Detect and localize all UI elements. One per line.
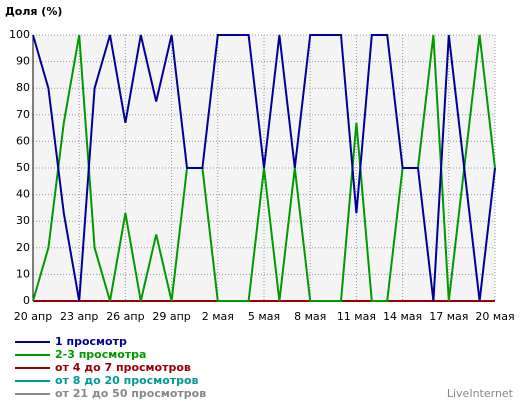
- y-tick-label: 100: [9, 28, 30, 41]
- x-tick-label: 20 мая: [475, 310, 514, 323]
- y-tick-label: 30: [16, 214, 30, 227]
- legend-label: 1 просмотр: [55, 335, 127, 348]
- legend-label: от 4 до 7 просмотров: [55, 361, 191, 374]
- x-tick-label: 5 мая: [248, 310, 280, 323]
- y-tick-label: 50: [16, 161, 30, 174]
- y-tick-label: 60: [16, 134, 30, 147]
- x-tick-label: 8 мая: [294, 310, 326, 323]
- y-tick-label: 20: [16, 241, 30, 254]
- x-tick-label: 17 мая: [429, 310, 468, 323]
- x-tick-label: 23 апр: [60, 310, 98, 323]
- x-tick-label: 14 мая: [383, 310, 422, 323]
- y-tick-label: 70: [16, 108, 30, 121]
- x-tick-label: 2 мая: [202, 310, 234, 323]
- x-tick-label: 29 апр: [152, 310, 190, 323]
- y-tick-label: 90: [16, 55, 30, 68]
- y-tick-label: 0: [23, 294, 30, 307]
- legend-label: 2-3 просмотра: [55, 348, 146, 361]
- x-tick-label: 11 мая: [337, 310, 376, 323]
- x-tick-label: 20 апр: [14, 310, 52, 323]
- legend-label: от 8 до 20 просмотров: [55, 374, 199, 387]
- legend-label: от 21 до 50 просмотров: [55, 387, 206, 400]
- x-tick-label: 26 апр: [106, 310, 144, 323]
- y-tick-label: 40: [16, 188, 30, 201]
- y-tick-label: 80: [16, 81, 30, 94]
- chart-title: Доля (%): [5, 5, 62, 18]
- watermark: LiveInternet: [447, 387, 514, 400]
- y-tick-label: 10: [16, 267, 30, 280]
- series-line: [32, 34, 496, 302]
